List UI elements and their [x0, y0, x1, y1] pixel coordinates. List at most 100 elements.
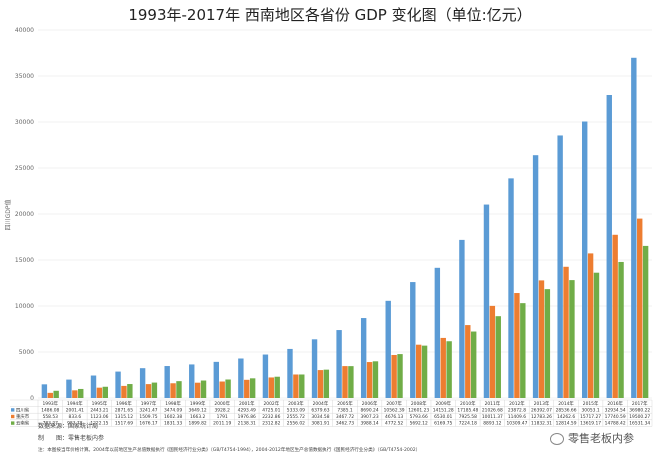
x-tick-label: 2015年	[583, 400, 599, 407]
bar-7-2	[225, 379, 231, 398]
bar-17-2	[470, 331, 477, 398]
bar-6-0	[189, 364, 195, 398]
data-label: 3081.91	[311, 421, 329, 427]
data-label: 4725.01	[262, 407, 280, 413]
x-tick-label: 2010年	[460, 400, 476, 407]
bar-20-2	[544, 289, 551, 398]
bar-8-0	[238, 358, 244, 398]
x-tick-label: 2002年	[264, 400, 280, 407]
bar-7-0	[213, 361, 220, 398]
bar-22-1	[587, 253, 594, 398]
x-tick-label: 2014年	[558, 400, 574, 407]
bar-1-2	[78, 388, 84, 398]
bar-21-0	[557, 135, 563, 399]
bar-7-1	[219, 381, 225, 398]
legend-label: 重庆市	[16, 413, 30, 420]
bar-3-0	[115, 371, 121, 398]
bar-10-2	[299, 374, 305, 398]
bar-1-1	[72, 390, 78, 398]
bar-18-2	[495, 316, 501, 398]
y-tick-label: 5000	[19, 349, 34, 356]
bar-5-0	[164, 366, 170, 398]
data-label: 13619.17	[580, 421, 601, 427]
data-label: 36980.22	[629, 407, 650, 413]
data-label: 2001.41	[66, 407, 84, 413]
data-label: 30053.1	[582, 407, 600, 413]
data-label: 14788.42	[605, 421, 626, 427]
data-label: 783.27	[43, 421, 59, 427]
data-label: 17185.48	[457, 407, 478, 413]
data-label: 12814.59	[556, 421, 577, 427]
bar-5-1	[170, 383, 176, 398]
data-label: 21026.68	[482, 407, 503, 413]
data-label: 28536.66	[556, 407, 577, 413]
data-label: 11832.31	[531, 421, 552, 427]
data-label: 11409.6	[508, 414, 526, 420]
data-label: 3988.14	[360, 421, 378, 427]
data-label: 6379.63	[311, 407, 329, 413]
data-label: 2871.65	[115, 407, 133, 413]
bar-16-0	[434, 267, 441, 398]
bar-0-2	[53, 390, 59, 398]
data-label: 2011.19	[213, 421, 231, 427]
data-label: 2443.21	[90, 407, 108, 413]
x-tick-label: 1994年	[67, 400, 83, 407]
bar-19-2	[520, 303, 526, 398]
data-label: 14151.28	[433, 407, 454, 413]
data-label: 23872.8	[508, 407, 526, 413]
x-tick-label: 2007年	[386, 400, 402, 407]
x-tick-label: 1996年	[116, 400, 132, 407]
bar-series	[41, 57, 649, 399]
data-label: 26392.07	[531, 407, 552, 413]
bar-3-2	[127, 384, 133, 398]
data-label: 3649.12	[189, 407, 207, 413]
bar-10-1	[293, 374, 299, 398]
data-label: 14262.6	[557, 414, 575, 420]
bar-11-2	[323, 369, 330, 398]
data-label: 8893.12	[483, 421, 501, 427]
x-tick-label: 2001年	[239, 400, 255, 407]
bar-14-0	[385, 300, 391, 398]
data-label: 4772.52	[385, 421, 403, 427]
x-tick-label: 2004年	[313, 400, 329, 407]
x-tick-label: 2016年	[607, 400, 623, 407]
bar-23-0	[606, 95, 612, 399]
data-label: 16531.34	[629, 421, 650, 427]
bar-11-1	[317, 370, 324, 398]
data-label: 1123.06	[90, 414, 108, 420]
bar-18-1	[489, 305, 496, 398]
bar-23-1	[612, 234, 618, 398]
data-label: 3462.73	[336, 421, 354, 427]
data-label: 558.53	[43, 414, 59, 420]
x-tick-label: 2009年	[435, 400, 451, 407]
data-label: 10011.37	[482, 414, 503, 420]
data-label: 1222.15	[90, 421, 108, 427]
data-label: 2138.31	[238, 421, 256, 427]
bar-0-0	[41, 384, 48, 398]
data-label: 1517.69	[115, 421, 133, 427]
data-label: 2555.72	[287, 414, 305, 420]
legend-label: 四川省	[16, 406, 30, 413]
data-label: 2232.86	[262, 414, 280, 420]
data-label: 10562.39	[384, 407, 405, 413]
wechat-icon	[550, 433, 564, 445]
bar-1-0	[66, 379, 72, 398]
data-label: 7224.18	[459, 421, 477, 427]
data-label: 5692.12	[410, 421, 428, 427]
data-label: 17740.59	[605, 414, 626, 420]
bar-22-2	[593, 272, 600, 398]
data-label: 3241.47	[139, 407, 157, 413]
bar-24-1	[637, 218, 643, 398]
method-note: 注：本图按当年价格计算。2004年以前地区生产总值数据执行《国民经济行业分类》（…	[38, 448, 421, 453]
bar-4-1	[145, 384, 152, 398]
bar-9-0	[262, 354, 269, 398]
data-label: 983.78	[67, 421, 83, 427]
bar-18-0	[483, 204, 490, 398]
producer-note: 制 图：零售老板内参	[38, 433, 104, 442]
bar-16-1	[440, 337, 446, 398]
data-label: 5333.09	[287, 407, 305, 413]
bar-14-1	[391, 354, 397, 398]
bar-10-0	[287, 348, 293, 398]
data-label: 6169.75	[434, 421, 452, 427]
